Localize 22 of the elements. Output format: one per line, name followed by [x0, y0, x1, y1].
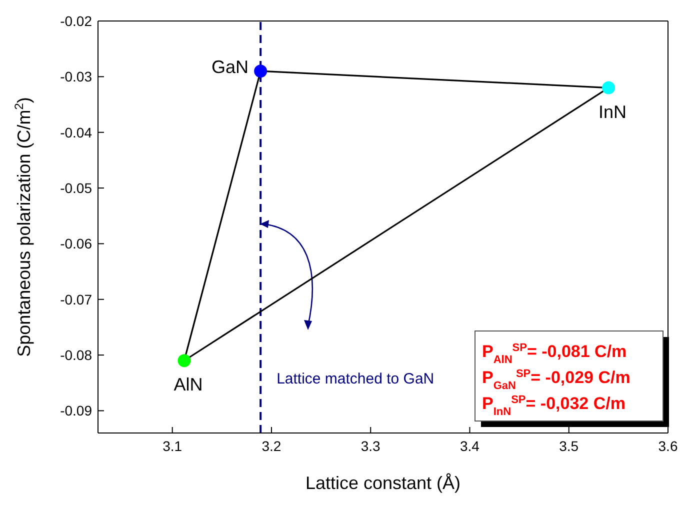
ref-line-label: Lattice matched to GaN	[276, 370, 434, 388]
series-label: AlN	[174, 374, 203, 395]
y-tick-label: -0.03	[60, 68, 92, 85]
x-tick-label: 3.5	[559, 438, 579, 454]
y-tick-label: -0.06	[60, 236, 92, 252]
y-tick-label: -0.08	[60, 347, 92, 364]
series-label: InN	[598, 102, 627, 122]
y-tick-label: -0.09	[60, 402, 92, 419]
y-tick-label: -0.05	[60, 180, 92, 196]
x-tick-label: 3.6	[658, 438, 678, 454]
annotation: P$_{AlN}$$^{SP}$= -0,081 C/m	[482, 342, 627, 366]
annotation: P$_{InN}$$^{SP}$= -0,032 C/m	[482, 394, 626, 418]
x-tick-label: 3.4	[460, 438, 480, 454]
series-label: GaN	[212, 57, 249, 78]
y-tick-label: -0.07	[60, 291, 92, 308]
x-axis-title: Lattice constant (Å)	[305, 473, 461, 493]
x-tick-label: 3.2	[262, 438, 282, 454]
x-tick-label: 3.3	[360, 438, 381, 454]
annotation: P$_{GaN}$$^{SP}$= -0,029 C/m	[482, 368, 630, 392]
y-tick-label: -0.02	[60, 12, 92, 29]
y-tick-label: -0.04	[60, 124, 92, 140]
x-tick-label: 3.1	[162, 438, 182, 454]
